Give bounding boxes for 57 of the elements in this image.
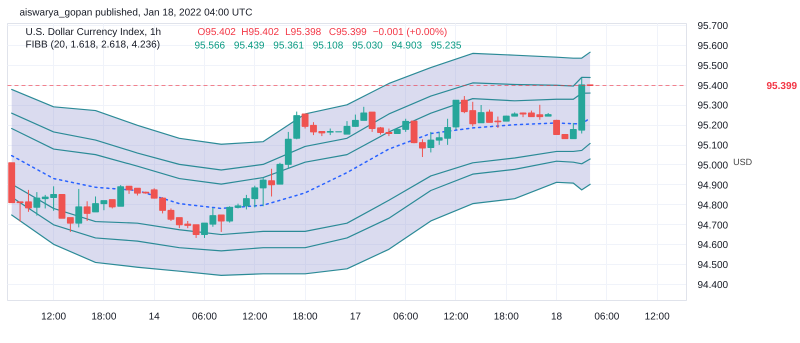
y-tick-label: 95.700 bbox=[698, 20, 729, 32]
y-tick-label: 95.200 bbox=[698, 120, 729, 132]
line-series bbox=[11, 182, 591, 276]
x-tick-label: 18:00 bbox=[292, 312, 318, 322]
candlestick bbox=[293, 111, 300, 140]
annotation: FIBB (20, 1.618, 2.618, 4.236) bbox=[26, 40, 160, 51]
y-tick-label: 95.000 bbox=[698, 160, 729, 172]
y-tick-label: 94.500 bbox=[698, 260, 729, 272]
x-tick-label: 14 bbox=[148, 312, 160, 322]
x-tick-label: 12:00 bbox=[644, 312, 670, 322]
annotation: 95.030 bbox=[352, 40, 384, 52]
annotation: 95.566 bbox=[194, 40, 226, 52]
candlestick bbox=[218, 214, 225, 232]
x-tick-label: 06:00 bbox=[192, 312, 218, 322]
line-series bbox=[11, 76, 591, 171]
annotation: −0.001 (+0.00%) bbox=[372, 26, 448, 38]
y-tick-label: 94.600 bbox=[698, 240, 729, 252]
y-tick-label: 95.100 bbox=[698, 140, 729, 152]
x-tick-label: 18:00 bbox=[494, 312, 520, 322]
y-tick-label: 94.700 bbox=[698, 220, 729, 232]
y-axis-title: USD bbox=[733, 157, 753, 167]
x-tick-label: 06:00 bbox=[393, 312, 419, 322]
x-tick-label: 17 bbox=[350, 312, 362, 322]
x-tick-label: 12:00 bbox=[242, 312, 268, 322]
y-tick-label: 95.400 bbox=[698, 80, 729, 92]
x-tick-label: 12:00 bbox=[41, 312, 67, 322]
y-tick-label: 95.600 bbox=[698, 40, 729, 52]
chart-title: U.S. Dollar Currency Index, 1h bbox=[26, 26, 162, 38]
candlestick bbox=[75, 188, 82, 228]
annotation: 95.235 bbox=[430, 40, 462, 52]
candlestick bbox=[553, 119, 560, 135]
candlestick bbox=[84, 200, 91, 222]
ref-line-label: 95.399 bbox=[766, 80, 798, 92]
candlestick bbox=[478, 104, 485, 124]
annotation: H95.402 bbox=[241, 26, 280, 38]
line-series bbox=[10, 117, 591, 210]
y-tick-label: 95.300 bbox=[698, 100, 729, 112]
y-tick-label: 94.900 bbox=[698, 180, 729, 192]
candlestick bbox=[117, 184, 124, 207]
x-tick-label: 12:00 bbox=[443, 312, 469, 322]
annotation: C95.399 bbox=[328, 26, 368, 38]
candlestick bbox=[268, 168, 275, 197]
line-series bbox=[11, 52, 591, 145]
annotation: O95.402 bbox=[198, 26, 236, 38]
annotation: 95.361 bbox=[273, 40, 304, 52]
annotation: 95.439 bbox=[234, 40, 265, 52]
y-tick-label: 95.500 bbox=[698, 60, 729, 72]
x-tick-label: 06:00 bbox=[594, 312, 620, 322]
text: aiswarya_gopan published, Jan 18, 2022 04:00 UTC bbox=[20, 8, 252, 18]
annotation: 95.108 bbox=[312, 40, 344, 52]
annotation: L95.398 bbox=[285, 26, 322, 38]
x-tick-label: 18:00 bbox=[91, 312, 117, 322]
y-tick-label: 94.800 bbox=[698, 200, 729, 212]
y-tick-label: 94.400 bbox=[698, 280, 729, 292]
annotation: 94.903 bbox=[392, 40, 423, 52]
x-tick-label: 18 bbox=[551, 312, 563, 322]
line-series bbox=[11, 92, 591, 185]
